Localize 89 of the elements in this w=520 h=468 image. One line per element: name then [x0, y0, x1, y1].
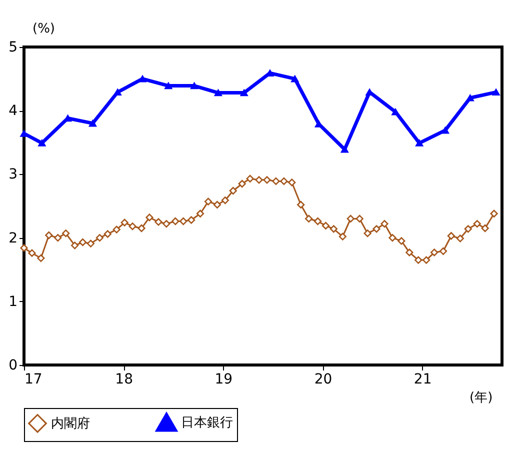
point: [297, 200, 305, 209]
point: [364, 230, 372, 238]
point: [356, 214, 364, 223]
point: [180, 217, 188, 226]
point: [172, 217, 180, 226]
point: [422, 256, 430, 264]
point: [204, 198, 212, 206]
point: [54, 234, 62, 242]
point: [490, 210, 498, 218]
point: [456, 234, 464, 242]
point: [38, 140, 46, 146]
point: [64, 114, 72, 122]
point: [114, 88, 122, 96]
x-tick-label: 21: [414, 372, 432, 388]
point: [45, 231, 53, 240]
point: [96, 234, 104, 242]
point: [128, 222, 136, 230]
point: [214, 89, 222, 96]
point: [322, 222, 330, 230]
point: [138, 75, 146, 82]
point: [380, 220, 388, 228]
point: [406, 248, 414, 256]
x-tick-label: 20: [314, 372, 332, 388]
point: [162, 220, 170, 228]
point: [416, 140, 424, 146]
point: [464, 225, 472, 233]
point: [346, 214, 354, 223]
point: [304, 214, 313, 223]
x-axis-title: (年): [470, 390, 493, 406]
point: [86, 240, 95, 248]
point: [414, 256, 422, 264]
point: [255, 176, 263, 184]
point: [263, 176, 271, 184]
x-tick-label: 17: [24, 372, 42, 388]
y-tick-label: 1: [8, 294, 18, 310]
x-tick-label: 18: [115, 372, 133, 388]
legend-label: 日本銀行: [181, 416, 233, 430]
point: [314, 217, 322, 226]
point: [190, 82, 198, 90]
point: [104, 230, 112, 238]
point: [37, 254, 45, 262]
point: [62, 230, 70, 238]
y-tick-label: 0: [8, 358, 18, 374]
point: [28, 249, 36, 257]
point: [78, 238, 87, 246]
point: [196, 210, 204, 218]
point: [473, 220, 481, 228]
point: [70, 242, 79, 250]
point: [441, 126, 450, 134]
point: [398, 237, 406, 245]
point: [187, 216, 196, 224]
point: [221, 196, 229, 204]
point: [492, 88, 500, 96]
y-tick-label: 2: [8, 230, 18, 246]
point: [388, 234, 396, 242]
point: [288, 178, 296, 186]
point: [280, 177, 288, 186]
point: [164, 82, 172, 90]
point: [138, 224, 146, 232]
point: [372, 225, 380, 233]
point: [338, 232, 346, 240]
y-axis-title: (%): [32, 22, 55, 36]
point: [20, 244, 28, 252]
point: [88, 120, 97, 127]
point: [481, 224, 489, 232]
point: [330, 225, 338, 233]
x-tick-label: 19: [214, 372, 233, 388]
point: [466, 94, 474, 102]
y-tick-label: 3: [8, 166, 18, 183]
y-tick-label: 4: [8, 103, 18, 120]
y-tick-label: 5: [8, 40, 18, 56]
point: [229, 186, 237, 195]
point: [447, 232, 456, 240]
point: [392, 108, 400, 116]
point: [154, 218, 162, 226]
point: [246, 174, 254, 182]
point: [340, 146, 348, 153]
point: [20, 130, 28, 137]
point: [240, 89, 248, 96]
point: [213, 200, 222, 209]
point: [272, 177, 280, 186]
point: [146, 214, 154, 222]
point: [291, 75, 299, 82]
point: [439, 247, 448, 255]
point: [112, 226, 120, 234]
point: [238, 180, 246, 188]
point: [430, 248, 438, 256]
point: [120, 218, 128, 226]
legend-label: 内閣府: [51, 415, 90, 432]
